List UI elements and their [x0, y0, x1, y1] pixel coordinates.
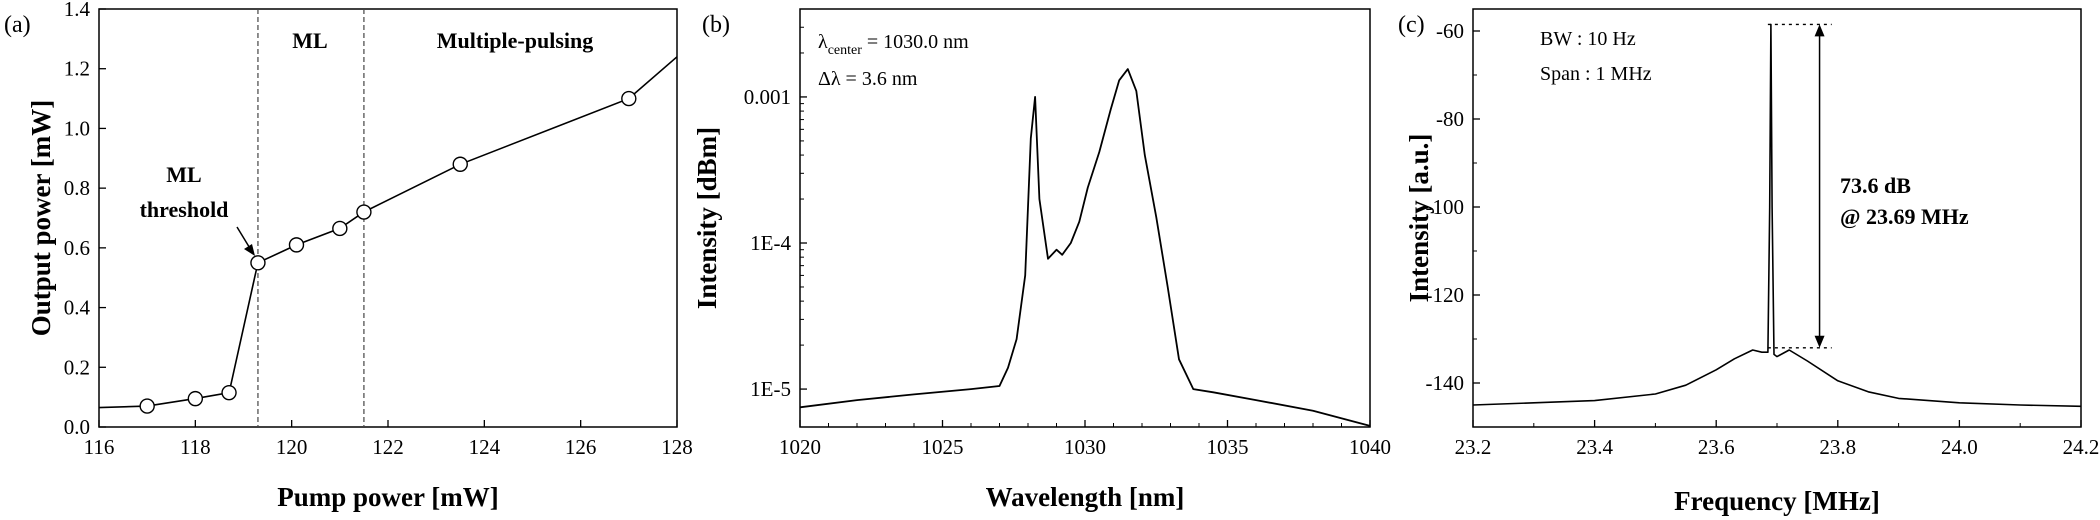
x-tick-label-b: 1020 [779, 435, 821, 459]
data-point [187, 390, 204, 407]
panel-b-chart: (b) 1020 1025 1030 1035 1040 1E-5 1E-4 0.001 λc… [692, 8, 1391, 512]
x-axis-label-c: Frequency [MHz] [1674, 486, 1880, 516]
panel-a-axes: 116 118 120 122 124 126 128 0.0 0.2 0.4 0.6 0.8 1.0 1… [64, 0, 693, 459]
panel-c-axes: 23.2 23.4 23.6 23.8 24.0 24.2 -60 -80 -100 -120 -1… [1426, 19, 2100, 459]
rf-spectrum-line [1472, 23, 2082, 408]
snr-value-label: 73.6 dB [1840, 173, 1911, 198]
panel-b-series [799, 68, 1371, 427]
resolution-bandwidth-label: BW : 10 Hz [1540, 28, 1636, 50]
y-tick-label-a: 0.0 [64, 415, 90, 439]
x-tick-label-a: 124 [469, 435, 501, 459]
region-label-ml: ML [292, 28, 327, 53]
y-tick-label-a: 1.0 [64, 116, 90, 140]
y-axis-label-a: Output power [mW] [26, 100, 56, 337]
data-point [452, 156, 468, 172]
x-tick-label-c: 24.2 [2063, 435, 2100, 459]
threshold-label-line1: ML [166, 162, 201, 187]
y-tick-label-a: 0.6 [64, 236, 90, 260]
y-tick-label-c: -100 [1426, 195, 1465, 219]
y-tick-label-a: 1.2 [64, 57, 90, 81]
x-tick-label-a: 118 [180, 435, 211, 459]
data-point [221, 384, 237, 401]
threshold-label-line2: threshold [140, 197, 229, 222]
y-tick-label-a: 0.2 [64, 355, 90, 379]
panel-c-label: (c) [1398, 12, 1425, 38]
panel-b-axes: 1020 1025 1030 1035 1040 1E-5 1E-4 0.001 [744, 26, 1391, 459]
x-tick-label-a: 128 [661, 435, 693, 459]
snr-frequency-label: @ 23.69 MHz [1840, 204, 1969, 229]
data-point [356, 204, 372, 220]
y-tick-label-a: 0.4 [64, 296, 91, 320]
x-tick-label-a: 126 [565, 435, 597, 459]
x-tick-label-a: 116 [84, 435, 115, 459]
data-point [288, 237, 305, 253]
data-point [621, 90, 637, 107]
panel-a-series [98, 56, 678, 414]
x-tick-label-b: 1030 [1064, 435, 1106, 459]
y-tick-label-c: -60 [1436, 19, 1464, 43]
panel-c-chart: (c) 23.2 23.4 23.6 23.8 24.0 24.2 -60 -80 -100 -1… [1398, 8, 2100, 516]
panel-c-series [1472, 23, 2082, 408]
y-tick-label-c: -120 [1426, 283, 1465, 307]
panel-a-chart: (a) 116 118 120 122 124 126 128 0.0 0.2 0.4 0.6 0.8… [4, 0, 693, 512]
bandwidth-label: Δλ = 3.6 nm [818, 68, 918, 90]
y-tick-label-a: 1.4 [64, 0, 91, 21]
y-tick-label-c: -140 [1426, 371, 1465, 395]
x-tick-label-b: 1035 [1207, 435, 1249, 459]
y-tick-label-b: 1E-4 [750, 231, 791, 255]
x-axis-label-a: Pump power [mW] [277, 482, 498, 512]
panel-a-regime-lines [257, 9, 365, 427]
snr-arrow-head-down [1814, 335, 1825, 348]
snr-arrow-head-up [1814, 24, 1825, 37]
x-tick-label-a: 122 [372, 435, 404, 459]
x-tick-label-b: 1040 [1349, 435, 1391, 459]
snr-measurement-marker [1767, 23, 1832, 349]
y-tick-label-b: 0.001 [744, 85, 791, 109]
panel-b-label: (b) [702, 12, 730, 38]
data-point [250, 255, 266, 271]
x-tick-label-c: 23.2 [1455, 435, 1492, 459]
x-tick-label-c: 23.6 [1698, 435, 1735, 459]
optical-spectrum-line [799, 68, 1371, 427]
region-label-multiple-pulsing: Multiple-pulsing [437, 28, 593, 53]
data-point [139, 398, 155, 414]
output-power-line [98, 56, 678, 409]
y-axis-label-c: Intensity [a.u.] [1404, 134, 1434, 303]
panel-a-label: (a) [4, 12, 31, 38]
y-tick-label-b: 1E-5 [750, 377, 791, 401]
x-tick-label-c: 24.0 [1941, 435, 1978, 459]
x-axis-label-b: Wavelength [nm] [986, 482, 1185, 512]
x-tick-label-c: 23.8 [1819, 435, 1856, 459]
threshold-arrow [236, 226, 255, 256]
y-tick-label-c: -80 [1436, 107, 1464, 131]
center-wavelength-label: λcenter = 1030.0 nm [818, 31, 969, 58]
x-tick-label-c: 23.4 [1576, 435, 1613, 459]
data-point [332, 220, 348, 237]
y-axis-label-b: Intensity [dBm] [692, 127, 722, 309]
span-label: Span : 1 MHz [1540, 63, 1652, 85]
y-tick-label-a: 0.8 [64, 176, 90, 200]
x-tick-label-a: 120 [276, 435, 308, 459]
x-tick-label-b: 1025 [922, 435, 964, 459]
